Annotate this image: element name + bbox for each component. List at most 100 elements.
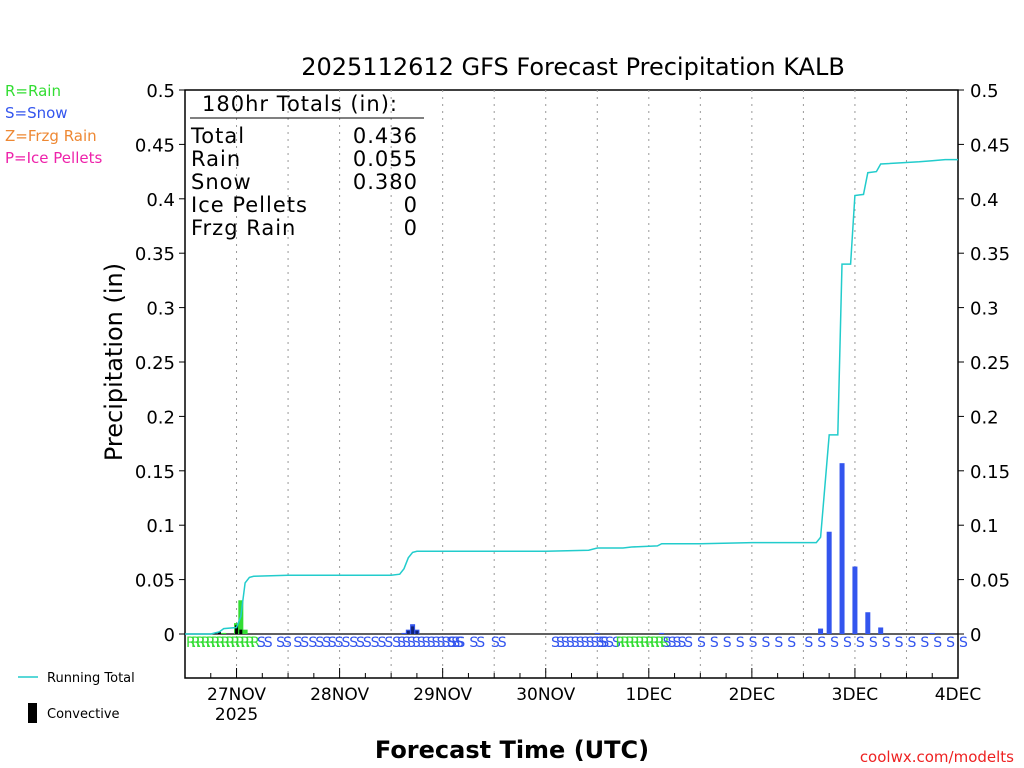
- precip-type-letter: S: [335, 635, 344, 651]
- precip-bar: [401, 632, 407, 634]
- precip-type-letter: S: [804, 635, 813, 651]
- precip-type-letter: S: [933, 635, 942, 651]
- precip-type-letter: S: [378, 635, 387, 651]
- y-tick-label-right: 0.3: [970, 299, 999, 320]
- precip-type-letter: S: [869, 635, 878, 651]
- totals-row-label: Snow: [191, 170, 252, 194]
- precip-bar: [594, 632, 600, 634]
- precip-type-letter: S: [710, 635, 719, 651]
- precip-type-letter: R: [660, 635, 670, 651]
- convective-bar: [411, 626, 415, 634]
- precip-bar: [826, 531, 832, 634]
- precip-type-letter: S: [697, 635, 706, 651]
- precip-type-letter: S: [551, 635, 560, 651]
- totals-row-value: 0.055: [353, 147, 418, 171]
- precip-type-letter: R: [216, 635, 226, 651]
- precip-type-letter: S: [446, 635, 455, 651]
- precip-bar: [242, 629, 248, 634]
- precip-type-letter: S: [328, 635, 337, 651]
- convective-bar: [406, 630, 410, 634]
- precip-type-letter: S: [456, 635, 465, 651]
- totals-row-value: 0.380: [353, 170, 418, 194]
- precip-type-letter: S: [882, 635, 891, 651]
- precip-type-letter: R: [201, 635, 211, 651]
- precip-type-letter: R: [250, 635, 260, 651]
- totals-row-label: Rain: [191, 147, 241, 171]
- convective-swatch: [28, 703, 37, 723]
- totals-heading: 180hr Totals (in):: [202, 92, 398, 116]
- precip-type-letter: S: [586, 635, 595, 651]
- precip-type-letter: S: [576, 635, 585, 651]
- x-axis-label: Forecast Time (UTC): [375, 736, 649, 764]
- precip-type-letter: S: [437, 635, 446, 651]
- precip-type-letter: S: [432, 635, 441, 651]
- precip-type-letter: R: [650, 635, 660, 651]
- y-tick-label-right: 0.25: [970, 353, 1010, 374]
- y-tick-label-left: 0.4: [146, 190, 175, 211]
- precip-type-letter: R: [615, 635, 625, 651]
- precip-type-letter: S: [571, 635, 580, 651]
- precip-type-letter: S: [422, 635, 431, 651]
- precip-type-letter: S: [684, 635, 693, 651]
- precip-type-letter: R: [186, 635, 196, 651]
- y-tick-label-right: 0.1: [970, 516, 999, 537]
- y-tick-label-right: 0.45: [970, 135, 1010, 156]
- precip-type-letter: S: [397, 635, 406, 651]
- precip-bars: [221, 463, 935, 634]
- y-tick-label-left: 0.1: [146, 516, 175, 537]
- y-tick-label-left: 0.45: [135, 135, 175, 156]
- precip-type-letter: S: [600, 635, 609, 651]
- precip-type-letter: S: [668, 635, 677, 651]
- precip-type-letter: S: [412, 635, 421, 651]
- precip-type-letter: S: [349, 635, 358, 651]
- totals-row-label: Frzg Rain: [191, 216, 296, 240]
- precip-bar: [929, 632, 935, 634]
- precip-type-letter: S: [448, 635, 457, 651]
- precip-type-letter: S: [561, 635, 570, 651]
- precip-type-letter: S: [356, 635, 365, 651]
- y-tick-label-right: 0.4: [970, 190, 999, 211]
- precip-type-letter: S: [407, 635, 416, 651]
- totals-row-value: 0.436: [353, 124, 418, 148]
- legend-convective: Convective: [47, 707, 120, 722]
- precip-type-letter: S: [363, 635, 372, 651]
- precip-type-letter: S: [749, 635, 758, 651]
- precip-type-letter: R: [240, 635, 250, 651]
- precip-type-letter: S: [384, 635, 393, 651]
- precip-bar: [818, 628, 824, 634]
- precip-type-letter: S: [907, 635, 916, 651]
- precip-type-letter: S: [371, 635, 380, 651]
- precip-type-letter: R: [630, 635, 640, 651]
- grid-lines: [185, 90, 958, 678]
- precip-bar: [878, 627, 884, 634]
- precip-type-letter: S: [322, 635, 331, 651]
- precip-type-letter: S: [264, 635, 273, 651]
- y-tick-label-right: 0.35: [970, 244, 1010, 265]
- precip-type-letter: S: [581, 635, 590, 651]
- precip-type-letter: S: [830, 635, 839, 651]
- convective-bar: [415, 630, 419, 634]
- precip-type-letter: R: [635, 635, 645, 651]
- precip-type-letter: S: [595, 635, 604, 651]
- type-legend: R=Rain S=Snow Z=Frzg Rain P=Ice Pellets: [5, 82, 102, 167]
- precip-type-letter: S: [723, 635, 732, 651]
- convective-bar: [239, 629, 243, 634]
- precip-type-letter: R: [221, 635, 231, 651]
- totals-row-value: 0: [404, 216, 418, 240]
- y-ticks: 0 00.05 0.050.1 0.10.15 0.150.2 0.20.25 0.250.…: [135, 81, 1010, 646]
- precip-type-letter: S: [491, 635, 500, 651]
- totals-row-value: 0: [404, 193, 418, 217]
- y-tick-label-right: 0.05: [970, 571, 1010, 592]
- x-tick-label: 27NOV: [207, 685, 266, 705]
- legend-rain: R=Rain: [5, 82, 61, 100]
- precip-type-letter: S: [761, 635, 770, 651]
- convective-bars: [217, 625, 419, 634]
- running-total-line: [185, 158, 958, 635]
- credit-text: coolwx.com/modelts: [860, 748, 1014, 766]
- x-tick-label: 29NOV: [413, 685, 472, 705]
- precip-type-letter: S: [392, 635, 401, 651]
- legend-ice-pellets: P=Ice Pellets: [5, 149, 102, 167]
- precip-type-letter: S: [663, 635, 672, 651]
